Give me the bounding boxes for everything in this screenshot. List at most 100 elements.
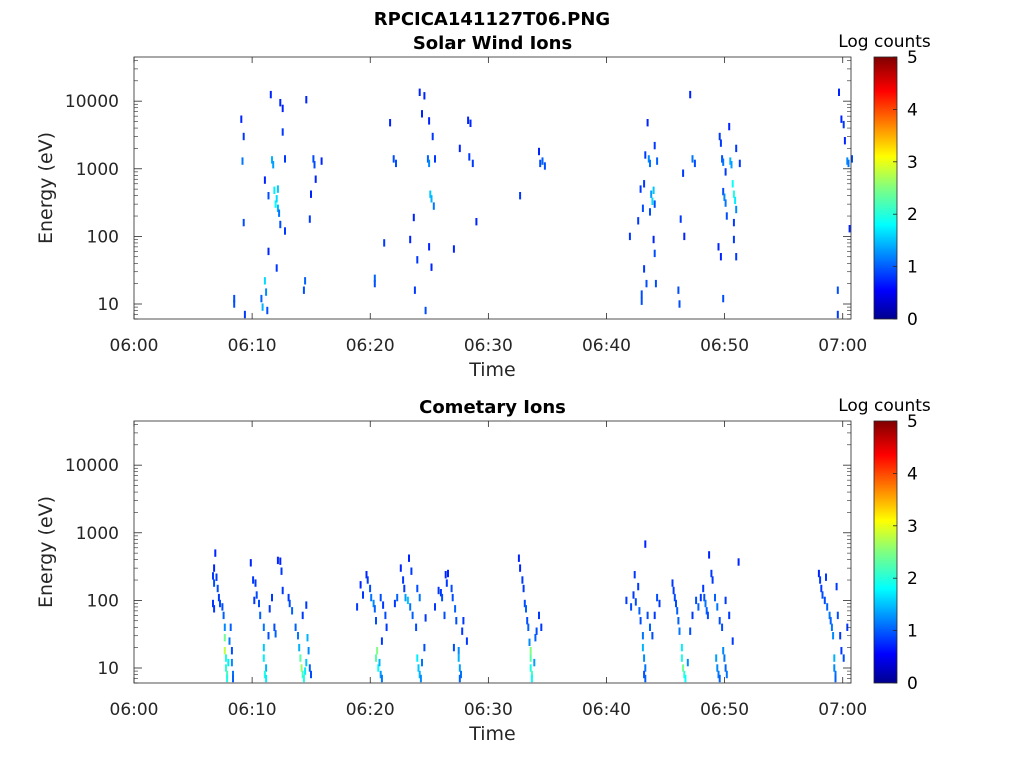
heatmap-cell xyxy=(826,603,829,611)
heatmap-cell xyxy=(718,132,721,141)
heatmap-cell xyxy=(223,623,226,631)
heatmap-cell xyxy=(706,611,709,620)
heatmap-cell xyxy=(639,617,642,625)
heatmap-cell xyxy=(714,593,716,602)
x-tick-label: 07:00 xyxy=(818,700,867,720)
heatmap-cell xyxy=(275,195,278,203)
heatmap-cell xyxy=(527,623,530,631)
heatmap-cell xyxy=(834,674,837,683)
heatmap-cell xyxy=(376,647,379,655)
heatmap-cell xyxy=(821,591,824,599)
heatmap-cell xyxy=(213,564,216,572)
heatmap-cell xyxy=(276,185,279,193)
heatmap-cell xyxy=(389,119,392,127)
heatmap-cell xyxy=(365,571,368,579)
heatmap-cell xyxy=(643,180,646,188)
heatmap-cell xyxy=(673,593,676,602)
heatmap-cell xyxy=(279,220,282,229)
heatmap-cell xyxy=(294,623,297,631)
x-tick-label: 06:20 xyxy=(346,336,395,356)
heatmap-cell xyxy=(716,664,719,672)
heatmap-cell xyxy=(271,156,273,164)
heatmap-cell xyxy=(281,586,284,595)
heatmap-cell xyxy=(418,670,421,679)
heatmap-cell xyxy=(722,187,725,196)
heatmap-cell xyxy=(375,654,377,662)
heatmap-cell xyxy=(457,647,460,655)
heatmap-cell xyxy=(267,247,270,256)
heatmap-cell xyxy=(735,253,738,261)
heatmap-cell xyxy=(656,157,659,165)
heatmap-cell xyxy=(654,279,657,288)
heatmap-cell xyxy=(447,569,449,578)
heatmap-cell xyxy=(306,634,309,642)
heatmap-cell xyxy=(307,647,310,655)
heatmap-cell xyxy=(274,630,277,638)
heatmap-cell xyxy=(228,637,231,645)
heatmap-cell xyxy=(722,647,725,655)
heatmap-cell xyxy=(689,627,692,635)
heatmap-cell xyxy=(225,654,227,662)
heatmap-cell xyxy=(644,664,647,672)
heatmap-cell xyxy=(216,584,219,593)
heatmap-cell xyxy=(416,256,419,264)
heatmap-cell xyxy=(641,632,644,640)
heatmap-cell xyxy=(273,186,276,194)
heatmap-cell xyxy=(721,623,724,631)
heatmap-cell xyxy=(384,611,387,620)
heatmap-cell xyxy=(732,218,735,227)
heatmap-cell xyxy=(416,584,419,593)
heatmap-cell xyxy=(467,116,470,124)
heatmap-cell xyxy=(430,263,433,271)
heatmap-cell xyxy=(840,115,843,123)
heatmap-cell xyxy=(847,159,850,168)
heatmap-cell xyxy=(291,607,294,615)
heatmap-cell xyxy=(723,193,726,201)
heatmap-cell xyxy=(424,306,427,315)
heatmap-cell xyxy=(373,279,376,288)
heatmap-cell xyxy=(651,197,654,205)
heatmap-cell xyxy=(677,617,680,625)
heatmap-cell xyxy=(702,584,705,593)
heatmap-cell xyxy=(373,605,376,613)
heatmap-cell xyxy=(313,161,316,169)
heatmap-cell xyxy=(525,605,527,613)
heatmap-cell xyxy=(409,235,412,244)
heatmap-cell xyxy=(458,664,461,672)
figure-title: RPCICA141127T06.PNG xyxy=(374,9,610,30)
heatmap-cell xyxy=(263,176,266,184)
heatmap-cell xyxy=(717,670,720,679)
heatmap-cell xyxy=(458,144,461,153)
heatmap-cell xyxy=(711,576,714,584)
heatmap-cell xyxy=(719,139,722,147)
heatmap-cell xyxy=(825,573,827,581)
heatmap-cell xyxy=(637,217,640,225)
x-tick-label: 06:30 xyxy=(464,700,513,720)
heatmap-cell xyxy=(684,674,687,683)
heatmap-cell xyxy=(734,196,737,205)
heatmap-cell xyxy=(281,128,284,136)
heatmap-cell xyxy=(725,670,728,679)
heatmap-cell xyxy=(308,215,311,223)
heatmap-cell xyxy=(658,599,661,608)
heatmap-cell xyxy=(412,213,415,222)
heatmap-cell xyxy=(429,190,432,198)
heatmap-cell xyxy=(275,264,278,272)
colorbar-tick-label: 2 xyxy=(907,569,918,589)
heatmap-cell xyxy=(649,159,651,168)
heatmap-cell xyxy=(723,654,726,662)
heatmap-cell xyxy=(817,569,820,578)
heatmap-cell xyxy=(308,664,311,672)
heatmap-cell xyxy=(724,596,727,605)
heatmap-cell xyxy=(724,199,727,207)
heatmap-cell xyxy=(372,599,375,608)
heatmap-cell xyxy=(233,294,236,303)
heatmap-cell xyxy=(233,300,236,308)
heatmap-cell xyxy=(722,294,725,303)
heatmap-cell xyxy=(530,674,533,683)
heatmap-cell xyxy=(213,579,216,587)
heatmap-cell xyxy=(419,674,422,683)
heatmap-cell xyxy=(682,664,685,672)
colorbar xyxy=(874,57,897,319)
heatmap-cell xyxy=(823,596,826,605)
